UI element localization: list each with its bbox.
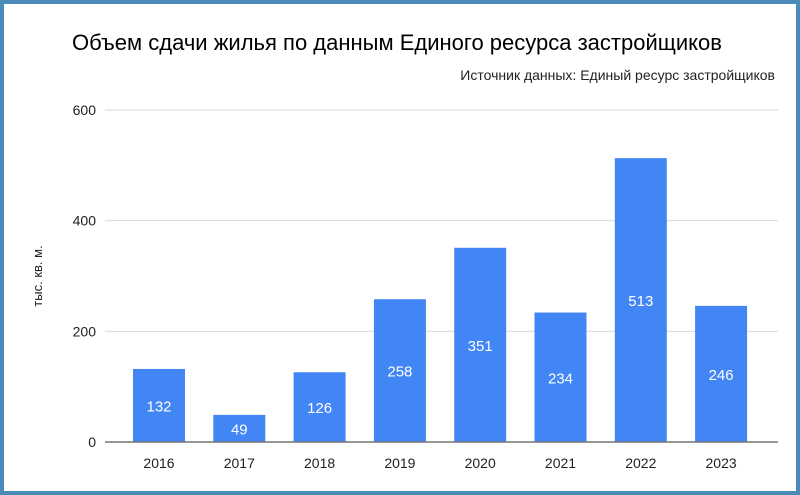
- y-axis-label: тыс. кв. м.: [30, 245, 45, 306]
- bar-2017: [213, 414, 266, 442]
- bar-2023: [695, 305, 748, 442]
- bar-2016: [133, 368, 185, 442]
- x-tick-label: 2021: [545, 455, 576, 471]
- bar-2021: [534, 312, 587, 442]
- bar-2022: [614, 158, 667, 442]
- y-tick-label: 400: [73, 213, 97, 229]
- chart-subtitle: Источник данных: Единый ресурс застройщи…: [460, 67, 775, 83]
- data-label: 49: [231, 421, 248, 438]
- y-tick-label: 600: [73, 102, 97, 118]
- data-label: 126: [307, 400, 332, 417]
- data-label: 258: [387, 364, 412, 381]
- bar-2018: [293, 372, 346, 442]
- x-tick-label: 2016: [143, 455, 174, 471]
- data-label: 234: [548, 370, 573, 387]
- x-tick-label: 2019: [384, 455, 415, 471]
- x-tick-label: 2018: [304, 455, 335, 471]
- data-label: 132: [146, 398, 171, 415]
- x-tick-label: 2017: [224, 455, 255, 471]
- bar-2019: [373, 299, 426, 442]
- y-tick-label: 200: [73, 323, 97, 339]
- data-label: 351: [468, 338, 493, 355]
- data-label: 246: [709, 367, 734, 384]
- x-tick-label: 2020: [465, 455, 496, 471]
- bar-2020: [454, 247, 507, 442]
- data-label: 513: [628, 293, 653, 310]
- chart-title: Объем сдачи жилья по данным Единого ресу…: [72, 30, 722, 55]
- y-tick-label: 0: [88, 434, 96, 450]
- x-tick-label: 2023: [706, 455, 737, 471]
- x-tick-label: 2022: [625, 455, 656, 471]
